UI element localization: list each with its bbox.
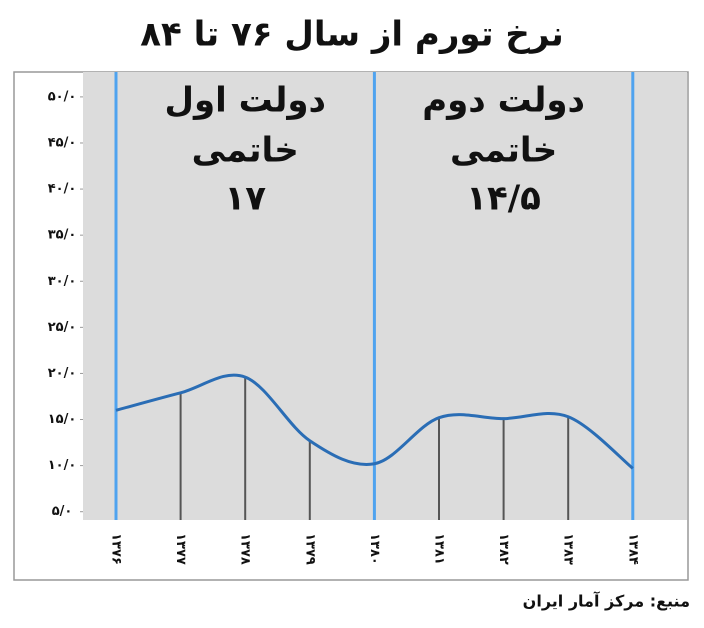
annotation: دولت اول <box>164 81 325 121</box>
x-tick-label: ۱۳۸۴ <box>625 533 640 565</box>
annotation: دولت دوم <box>422 81 585 121</box>
x-tick-label: ۱۳۸۳ <box>561 533 576 565</box>
x-tick-label: ۱۳۷۶ <box>109 533 124 565</box>
source: منبع: مرکز آمار ایران <box>523 591 690 611</box>
x-tick-label: ۱۳۸۱ <box>432 533 447 565</box>
annotation: خاتمی <box>192 131 299 171</box>
line <box>115 373 634 470</box>
annotation: ۱۷ <box>224 179 266 219</box>
y-tick-label: ۳۰/۰ <box>48 274 77 289</box>
y-tick-label: ۱۵/۰ <box>48 412 77 427</box>
y-tick-label: ۴۵/۰ <box>48 135 77 150</box>
x-tick-label: ۱۳۷۷ <box>173 533 188 565</box>
x-tick-label: ۱۳۷۸ <box>238 533 253 565</box>
y-tick-label: ۵/۰ <box>52 504 73 519</box>
y-tick-label: ۴۰/۰ <box>48 182 77 197</box>
plot-area <box>83 72 687 520</box>
x-tick-label: ۱۳۸۲ <box>496 533 511 565</box>
y-tick-label: ۱۰/۰ <box>48 458 77 473</box>
x-tick-label: ۱۳۷۹ <box>302 533 317 565</box>
x-tick-label: ۱۳۸۰ <box>367 533 382 565</box>
annotation: ۱۴/۵ <box>466 179 541 219</box>
chart-title: نرخ تورم از سال ۷۶ تا ۸۴ <box>140 15 564 55</box>
y-tick-label: ۲۰/۰ <box>48 366 77 381</box>
y-tick-label: ۳۵/۰ <box>48 228 77 243</box>
y-tick-label: ۵۰/۰ <box>48 89 77 104</box>
annotation: خاتمی <box>450 131 557 171</box>
y-tick-label: ۲۵/۰ <box>48 320 77 335</box>
